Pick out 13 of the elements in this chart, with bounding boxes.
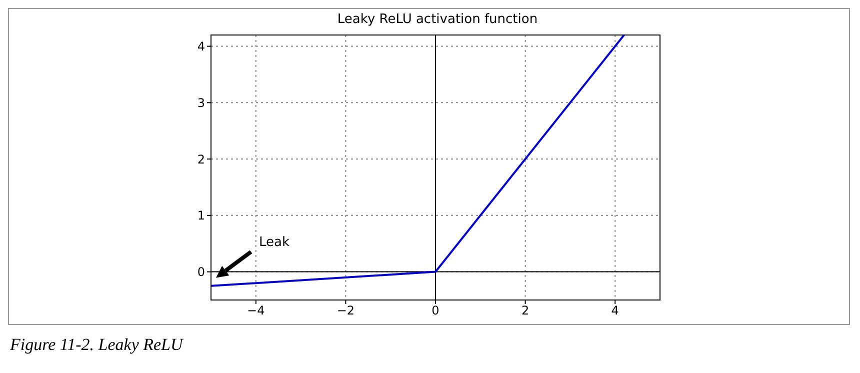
x-tick-label: 4 (611, 304, 619, 318)
x-tick-label: 2 (521, 304, 530, 318)
caption: Figure 11-2. Leaky ReLU (10, 335, 183, 355)
x-tick-label: 0 (432, 304, 440, 318)
y-tick-label: 0 (197, 265, 205, 280)
y-tick-label: 2 (197, 152, 205, 166)
y-tick-label: 3 (197, 96, 205, 110)
x-tick-label: −4 (247, 304, 265, 318)
y-tick-label: 4 (197, 40, 205, 54)
y-tick-label: 1 (197, 208, 205, 223)
annotation: Leak (259, 234, 290, 250)
chart-title: Leaky ReLU activation function (337, 12, 538, 27)
x-tick-label: −2 (336, 304, 355, 318)
